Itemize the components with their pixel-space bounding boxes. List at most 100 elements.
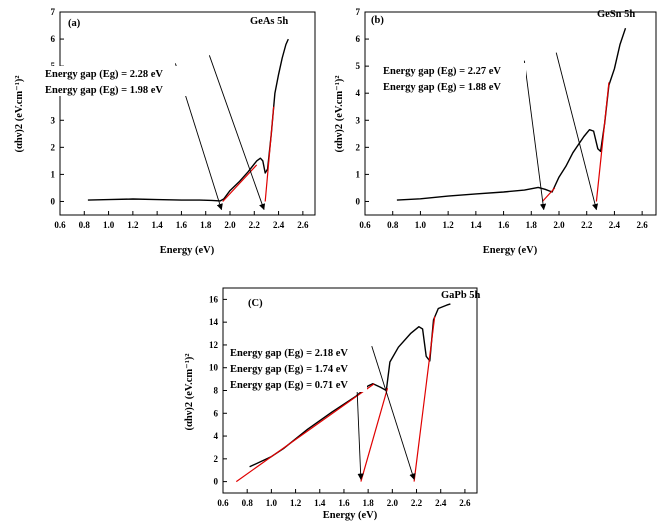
y-tick-label: 2 (356, 142, 361, 152)
plot-frame (364, 11, 657, 216)
y-tick-label: 6 (356, 34, 361, 44)
x-tick-label: 2.0 (387, 498, 399, 508)
x-tick-label: 0.8 (242, 498, 254, 508)
series-line-tangent-2 (595, 82, 610, 202)
annotation-arrow-2 (371, 345, 416, 480)
x-tick-label: 0.8 (79, 220, 91, 230)
y-tick-label: 4 (356, 88, 361, 98)
x-tick-label: 2.4 (273, 220, 285, 230)
x-tick-label: 1.8 (363, 498, 375, 508)
ticks: 0.6 0.8 1.0 1.2 1.4 1.6 1.8 2.0 2.2 2.4 2.6 0 2 4 6 8 10… (209, 294, 471, 508)
y-tick-label: 0 (356, 196, 361, 206)
panel-label: (a) (68, 18, 81, 29)
y-tick-label: 7 (356, 7, 361, 17)
panel-b: (b) GeSn 5h Energy (eV) (αhν)2 (eV.cm⁻¹)… (334, 7, 657, 256)
y-tick-label: 5 (356, 61, 361, 71)
x-tick-label: 1.0 (415, 220, 427, 230)
annotation-1: Energy gap (Eg) = 2.27 eV (383, 66, 501, 77)
arrows (174, 55, 266, 211)
x-tick-label: 1.0 (103, 220, 115, 230)
panel-c: (C) GaPb 5h Energy (eV) (αhν)2 (eV.cm⁻¹)… (184, 287, 481, 521)
y-tick-label: 2 (51, 142, 56, 152)
x-tick-label: 0.6 (359, 220, 371, 230)
arrows (523, 52, 599, 211)
x-tick-label: 1.8 (200, 220, 212, 230)
annotation-2: Energy gap (Eg) = 1.88 eV (383, 82, 501, 93)
x-tick-label: 2.2 (411, 498, 423, 508)
series-line-data (87, 38, 289, 202)
annotation-1: Energy gap (Eg) = 2.28 eV (45, 69, 163, 80)
x-tick-label: 2.0 (224, 220, 236, 230)
x-tick-label: 2.6 (459, 498, 471, 508)
y-axis-label: (αhν)2 (eV.cm⁻¹)² (184, 353, 195, 430)
series-line-tangent-3 (413, 316, 436, 482)
annotation-3: Energy gap (Eg) = 0.71 eV (230, 380, 348, 391)
x-tick-label: 1.2 (127, 220, 139, 230)
panel-a: (a) GeAs 5h Energy (eV) (αhν)2 (eV.cm⁻¹)… (14, 7, 316, 256)
annotation-arrow-2 (208, 55, 266, 211)
series (87, 38, 289, 202)
annotation-1: Energy gap (Eg) = 2.18 eV (230, 348, 348, 359)
annotation-box (227, 345, 367, 392)
panel-label: (C) (248, 298, 263, 309)
series-line-tangent-2 (264, 106, 275, 202)
x-tick-label: 1.6 (176, 220, 188, 230)
x-tick-label: 1.2 (443, 220, 455, 230)
annotation-box (43, 66, 188, 96)
y-tick-label: 3 (51, 115, 56, 125)
y-axis-label: (αhν)2 (eV.cm⁻¹)² (14, 75, 25, 152)
x-tick-label: 0.6 (217, 498, 229, 508)
y-tick-label: 4 (214, 431, 219, 441)
x-tick-label: 1.4 (152, 220, 164, 230)
y-tick-label: 1 (356, 169, 361, 179)
y-axis-label: (αhν)2 (eV.cm⁻¹)² (334, 75, 345, 152)
y-tick-label: 8 (214, 386, 219, 396)
y-tick-label: 6 (214, 408, 219, 418)
y-tick-label: 14 (209, 317, 219, 327)
y-tick-label: 0 (214, 477, 219, 487)
y-tick-label: 1 (51, 169, 56, 179)
y-tick-label: 6 (51, 34, 56, 44)
series (235, 303, 451, 483)
annotation-2: Energy gap (Eg) = 1.74 eV (230, 364, 348, 375)
x-tick-label: 2.0 (553, 220, 565, 230)
x-tick-label: 1.6 (338, 498, 350, 508)
annotation-2: Energy gap (Eg) = 1.98 eV (45, 85, 163, 96)
x-axis-label: Energy (eV) (483, 245, 538, 256)
series (396, 27, 627, 202)
y-tick-label: 16 (209, 294, 219, 304)
x-tick-label: 2.4 (435, 498, 447, 508)
x-tick-label: 0.6 (54, 220, 66, 230)
x-tick-label: 2.4 (609, 220, 621, 230)
panel-label: (b) (371, 15, 384, 26)
x-tick-label: 1.4 (470, 220, 482, 230)
x-axis-label: Energy (eV) (323, 510, 378, 521)
series-line-data (396, 27, 627, 201)
series-line-tangent-1 (222, 164, 258, 202)
annotation-arrow-1 (523, 60, 547, 211)
chart-title: GeSn 5h (597, 9, 635, 20)
x-axis-label: Energy (eV) (160, 245, 215, 256)
series-line-tangent-1 (235, 383, 375, 483)
annotation-box (381, 63, 526, 93)
ticks: 0.60.81.01.21.41.61.82.02.22.42.60123456… (51, 7, 309, 230)
x-tick-label: 1.2 (290, 498, 302, 508)
annotation-arrow-2 (555, 52, 599, 211)
x-tick-label: 1.0 (266, 498, 278, 508)
series-line-tangent-2 (360, 388, 389, 482)
x-tick-label: 1.4 (314, 498, 326, 508)
y-tick-label: 10 (209, 363, 219, 373)
x-tick-label: 2.6 (637, 220, 649, 230)
plot-frame (59, 11, 316, 216)
chart-title: GaPb 5h (441, 290, 481, 301)
y-tick-label: 2 (214, 454, 219, 464)
x-tick-label: 2.6 (297, 220, 309, 230)
series-line-tangent-1 (541, 187, 556, 202)
x-tick-label: 2.2 (249, 220, 261, 230)
x-tick-label: 0.8 (387, 220, 399, 230)
x-tick-label: 2.2 (581, 220, 593, 230)
y-tick-label: 3 (356, 115, 361, 125)
y-tick-label: 7 (51, 7, 56, 17)
